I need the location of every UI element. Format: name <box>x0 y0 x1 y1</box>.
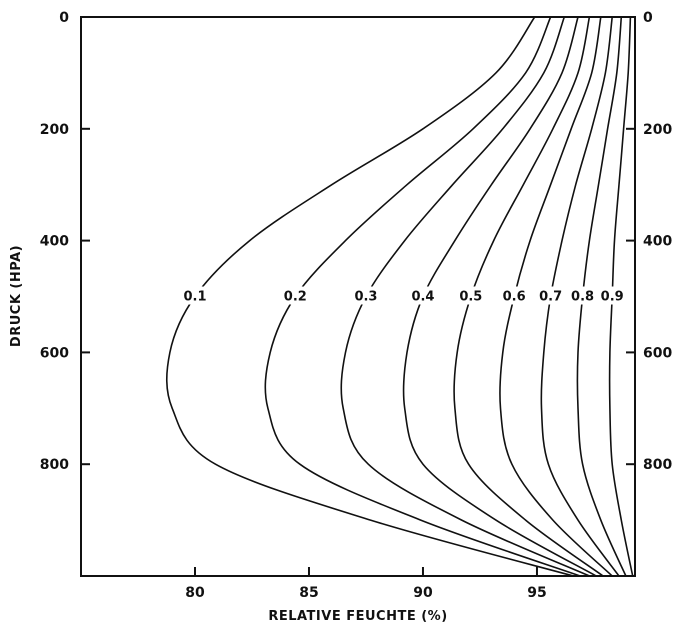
y-tick-label-left-200: 200 <box>40 122 69 138</box>
x-tick-label-95: 95 <box>527 585 546 601</box>
curve-label-bg-0.3 <box>350 286 381 305</box>
curve-label-0.9: 0.9 <box>601 290 624 305</box>
x-tick-label-80: 80 <box>185 585 205 601</box>
y-tick-label-left-800: 800 <box>40 457 69 473</box>
x-tick-label-90: 90 <box>413 585 433 601</box>
y-tick-label-left-600: 600 <box>40 345 69 361</box>
curve-label-0.7: 0.7 <box>539 290 562 305</box>
curve-label-0.2: 0.2 <box>284 290 307 305</box>
curve-label-0.3: 0.3 <box>354 290 377 305</box>
curve-label-0.1: 0.1 <box>183 290 206 305</box>
y-tick-label-right-800: 800 <box>643 457 672 473</box>
y-tick-label-right-200: 200 <box>643 122 672 138</box>
curve-label-0.6: 0.6 <box>503 290 526 305</box>
x-axis-title: RELATIVE FEUCHTE (%) <box>268 609 447 624</box>
y-tick-label-right-400: 400 <box>643 234 672 250</box>
ticks-group: 80 85 90 95 0 200 400 600 800 0 200 400 600 800 <box>40 10 673 601</box>
plot-frame <box>80 16 636 577</box>
curve-label-0.5: 0.5 <box>459 290 482 305</box>
curve-label-bg-0.5 <box>455 286 486 305</box>
curve-label-bg-0.4 <box>407 286 438 305</box>
y-tick-label-left-0: 0 <box>59 10 69 26</box>
curve-label-bg-0.7 <box>535 286 566 305</box>
y-tick-label-right-600: 600 <box>643 345 672 361</box>
curve-label-bg-0.8 <box>567 286 598 305</box>
curve-label-0.8: 0.8 <box>571 290 594 305</box>
y-axis-title: DRUCK (HPA) <box>9 245 24 347</box>
curve-label-bg-0.9 <box>597 286 628 305</box>
curve-label-0.4: 0.4 <box>411 290 434 305</box>
x-tick-label-85: 85 <box>299 585 318 601</box>
curve-label-bg-0.2 <box>280 286 311 305</box>
curve-label-bg-0.1 <box>179 286 210 305</box>
curve-label-bg-0.6 <box>499 286 530 305</box>
curve-0.2 <box>264 16 581 577</box>
y-tick-label-right-0: 0 <box>643 10 653 26</box>
y-tick-label-left-400: 400 <box>40 234 69 250</box>
curve-labels-group: 0.1 0.2 0.3 0.4 0.5 0.6 0.7 0.8 0.9 <box>179 286 628 305</box>
